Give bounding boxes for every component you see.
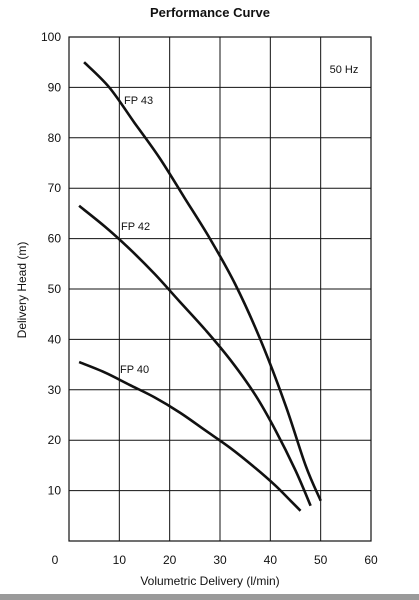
y-tick-label-100: 100	[41, 30, 61, 44]
y-tick-label-70: 70	[48, 181, 62, 195]
x-tick-label-20: 20	[163, 553, 177, 567]
y-tick-label-30: 30	[48, 383, 62, 397]
y-axis-label: Delivery Head (m)	[15, 242, 29, 339]
tick-labels: 10 20 30 40 50 60 70 80 90 100 0 10 20 30 40 50 60	[41, 30, 378, 567]
series-label-fp-40: FP 40	[120, 364, 149, 376]
y-tick-label-80: 80	[48, 131, 62, 145]
x-tick-label-10: 10	[113, 553, 127, 567]
y-tick-label-50: 50	[48, 282, 62, 296]
y-tick-label-60: 60	[48, 232, 62, 246]
series-group: FP 43 FP 42 FP 40	[78, 61, 322, 512]
x-tick-label-0: 0	[52, 553, 59, 567]
y-tick-label-90: 90	[48, 80, 62, 94]
series-line-fp-40	[78, 360, 302, 512]
series-line-fp-43	[83, 61, 322, 502]
grid-lines	[69, 37, 371, 541]
bottom-bar	[0, 594, 419, 600]
y-tick-label-40: 40	[48, 332, 62, 346]
x-tick-label-40: 40	[264, 553, 278, 567]
series-label-fp-42: FP 42	[121, 221, 150, 233]
plot-frame	[68, 36, 372, 542]
x-tick-label-60: 60	[364, 553, 378, 567]
annotation-label: 50 Hz	[330, 64, 359, 76]
y-tick-label-20: 20	[48, 433, 62, 447]
series-label-fp-43: FP 43	[124, 95, 153, 107]
x-tick-label-50: 50	[314, 553, 328, 567]
x-axis-label: Volumetric Delivery (l/min)	[140, 574, 279, 588]
y-tick-label-10: 10	[48, 484, 62, 498]
series-line-fp-42	[78, 204, 312, 507]
chart-title: Performance Curve	[150, 5, 270, 20]
x-tick-label-30: 30	[213, 553, 227, 567]
